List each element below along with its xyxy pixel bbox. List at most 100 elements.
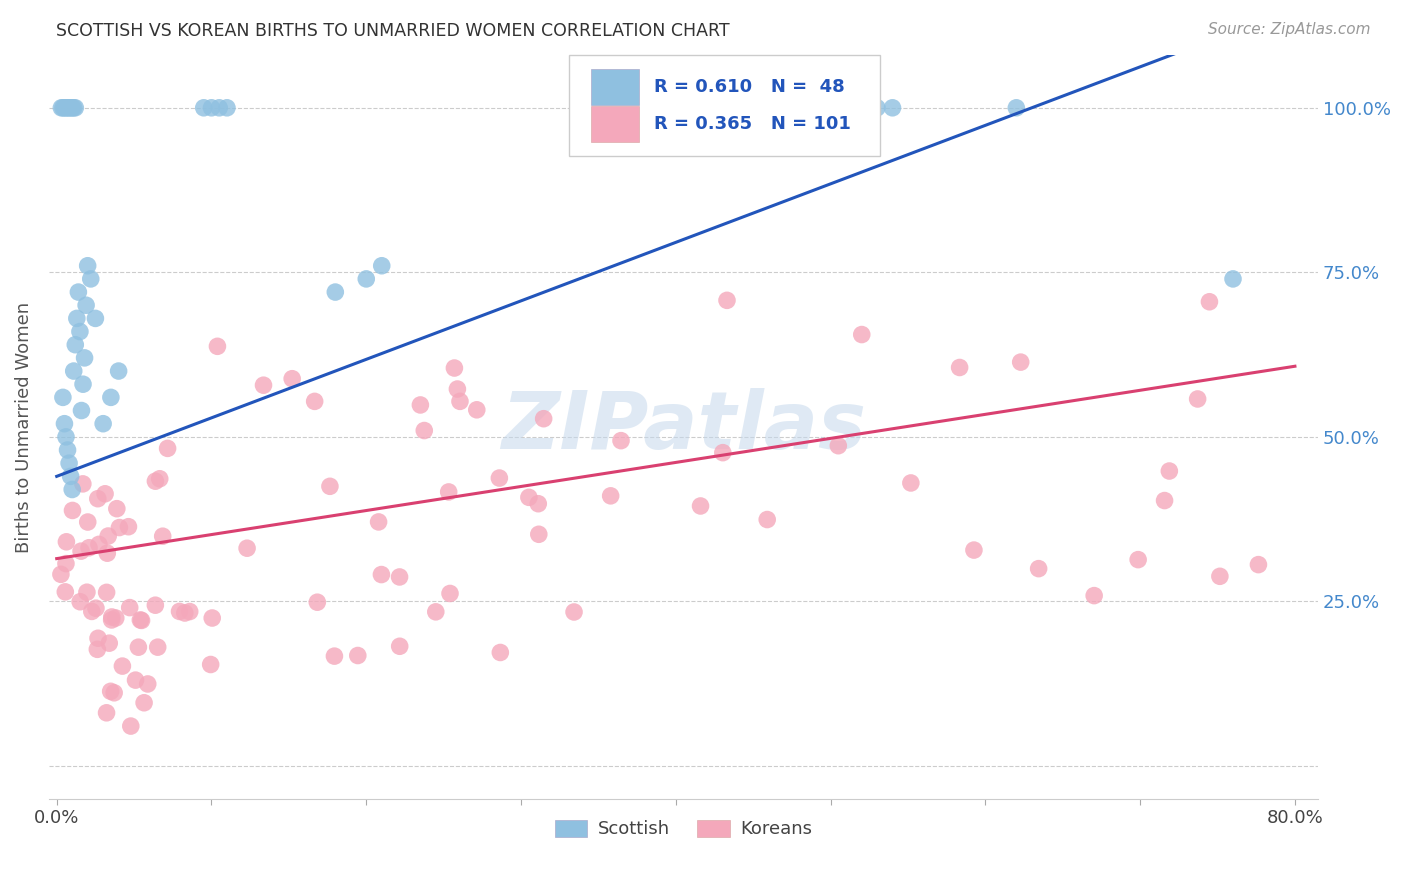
Point — [69, 595, 91, 609]
Point — [100, 390, 122, 404]
Point — [62, 503, 84, 517]
Text: ZIPatlas: ZIPatlas — [501, 388, 866, 466]
Point — [100, 610, 122, 624]
Point — [156, 442, 179, 456]
Point — [179, 605, 201, 619]
Point — [388, 640, 411, 654]
Point — [711, 445, 734, 459]
Point — [145, 474, 167, 488]
Point — [70, 403, 93, 417]
Point — [304, 394, 326, 409]
Point — [949, 360, 972, 375]
Point — [59, 469, 82, 483]
Point — [689, 499, 711, 513]
Point — [80, 604, 103, 618]
Point — [80, 272, 103, 286]
Point — [52, 390, 75, 404]
Point — [517, 491, 540, 505]
Text: R = 0.365   N = 101: R = 0.365 N = 101 — [654, 115, 851, 133]
FancyBboxPatch shape — [569, 55, 880, 155]
Point — [72, 476, 94, 491]
Point — [107, 364, 129, 378]
Point — [58, 456, 80, 470]
Point — [96, 706, 118, 720]
Point — [72, 377, 94, 392]
Point — [149, 472, 172, 486]
Point — [169, 604, 191, 618]
Point — [136, 677, 159, 691]
Point — [193, 101, 215, 115]
Point — [599, 489, 621, 503]
Point — [215, 101, 238, 115]
Point — [131, 614, 153, 628]
Point — [76, 515, 98, 529]
Point — [117, 519, 139, 533]
Point — [208, 101, 231, 115]
Text: Source: ZipAtlas.com: Source: ZipAtlas.com — [1208, 22, 1371, 37]
Point — [488, 471, 510, 485]
Point — [55, 557, 77, 571]
Point — [87, 491, 110, 506]
Point — [1222, 272, 1244, 286]
Point — [87, 632, 110, 646]
Point — [207, 339, 229, 353]
Point — [111, 659, 134, 673]
Point — [370, 567, 392, 582]
Point — [716, 293, 738, 308]
Point — [409, 398, 432, 412]
Point — [439, 586, 461, 600]
Point — [1005, 101, 1028, 115]
Bar — [591, 106, 640, 142]
Point — [1126, 552, 1149, 566]
Y-axis label: Births to Unmarried Women: Births to Unmarried Women — [15, 301, 32, 552]
Point — [449, 394, 471, 409]
Point — [281, 372, 304, 386]
Point — [527, 497, 550, 511]
Point — [86, 642, 108, 657]
Point — [201, 611, 224, 625]
Point — [75, 298, 97, 312]
Point — [105, 501, 128, 516]
Point — [388, 570, 411, 584]
Point — [53, 417, 76, 431]
Point — [60, 101, 83, 115]
Point — [59, 101, 82, 115]
Point — [756, 512, 779, 526]
Text: SCOTTISH VS KOREAN BIRTHS TO UNMARRIED WOMEN CORRELATION CHART: SCOTTISH VS KOREAN BIRTHS TO UNMARRIED W… — [56, 22, 730, 40]
Point — [143, 598, 166, 612]
Point — [127, 640, 149, 655]
Point — [425, 605, 447, 619]
Point — [55, 534, 77, 549]
Point — [62, 364, 84, 378]
Point — [307, 595, 329, 609]
Point — [76, 585, 98, 599]
Point — [77, 541, 100, 555]
Point — [446, 382, 468, 396]
Point — [100, 613, 122, 627]
Point — [1153, 493, 1175, 508]
Point — [319, 479, 342, 493]
Point — [53, 101, 76, 115]
Point — [1198, 294, 1220, 309]
Point — [62, 101, 84, 115]
Point — [70, 544, 93, 558]
Point — [94, 487, 117, 501]
Point — [146, 640, 169, 655]
Point — [91, 417, 114, 431]
Bar — [591, 70, 640, 105]
Point — [371, 259, 394, 273]
Point — [67, 285, 90, 299]
Point — [1187, 392, 1209, 406]
Text: R = 0.610   N =  48: R = 0.610 N = 48 — [654, 78, 845, 96]
Point — [58, 101, 80, 115]
Point — [323, 285, 346, 299]
Point — [100, 684, 122, 698]
Point — [437, 484, 460, 499]
Point — [49, 567, 72, 582]
Point — [87, 537, 110, 551]
Point — [963, 543, 986, 558]
Point — [465, 402, 488, 417]
Point — [1159, 464, 1181, 478]
Point — [84, 601, 107, 615]
Point — [124, 673, 146, 687]
